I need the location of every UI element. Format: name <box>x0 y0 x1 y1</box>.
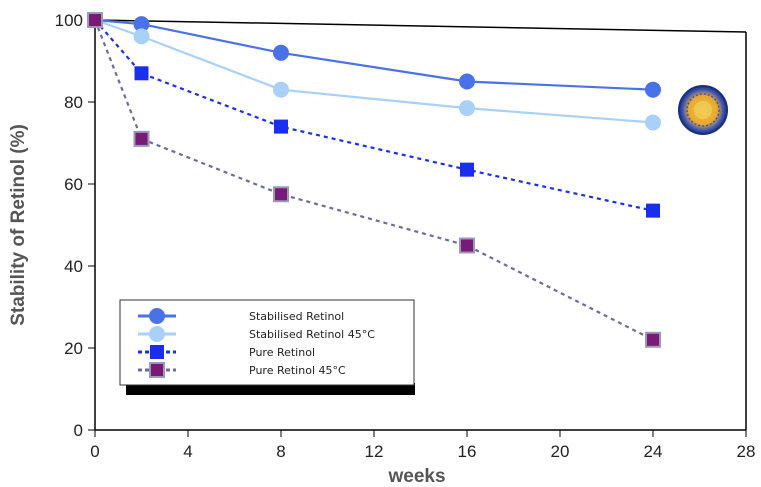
data-point <box>133 130 150 147</box>
legend-marker <box>149 362 165 378</box>
legend-entry: Stabilised Retinol 45°C <box>138 326 375 342</box>
data-point <box>459 237 475 254</box>
x-tick-label: 0 <box>90 442 99 461</box>
legend-shadow <box>126 383 415 395</box>
legend-label: Stabilised Retinol 45°C <box>249 328 375 341</box>
data-point <box>459 100 475 117</box>
legend-label: Pure Retinol <box>249 346 315 359</box>
data-point <box>273 44 289 61</box>
data-point <box>134 66 149 81</box>
x-tick-label: 20 <box>551 442 570 461</box>
legend-entry: Stabilised Retinol <box>138 308 344 324</box>
data-point <box>273 186 289 203</box>
series-4 <box>87 12 661 348</box>
data-point <box>133 28 150 45</box>
legend-marker <box>149 326 165 342</box>
legend-marker <box>150 345 164 359</box>
top-border-line <box>94 19 747 33</box>
y-axis: 0 20 40 60 80 100 <box>55 11 95 440</box>
y-tick-label: 20 <box>64 339 83 358</box>
series-line <box>94 18 654 124</box>
x-tick-label: 16 <box>458 442 477 461</box>
data-point <box>645 331 661 348</box>
data-point <box>273 81 289 98</box>
y-tick-label: 60 <box>64 175 83 194</box>
series-line <box>94 19 654 212</box>
x-tick-label: 12 <box>365 442 384 461</box>
x-axis: 0 4 8 12 16 20 24 28 <box>90 430 755 461</box>
legend: Stabilised Retinol Stabilised Retinol 45°… <box>119 299 415 395</box>
data-point <box>274 119 288 134</box>
y-tick-label: 0 <box>74 421 83 440</box>
liposome-sphere-icon <box>678 85 728 135</box>
x-tick-label: 24 <box>644 442 663 461</box>
y-tick-label: 40 <box>64 257 83 276</box>
x-tick-label: 4 <box>183 442 192 461</box>
data-point <box>646 203 660 218</box>
data-point <box>645 81 661 98</box>
x-tick-label: 8 <box>276 442 285 461</box>
data-point <box>133 16 150 33</box>
data-point <box>459 73 475 90</box>
y-tick-label: 80 <box>64 93 83 112</box>
x-tick-label: 28 <box>737 442 756 461</box>
plot-frame <box>94 19 747 431</box>
data-point <box>87 12 103 28</box>
data-point <box>645 114 661 131</box>
legend-label: Pure Retinol 45°C <box>249 364 346 377</box>
data-point <box>460 162 474 177</box>
series-line <box>94 18 654 91</box>
legend-entry: Pure Retinol 45°C <box>138 362 346 378</box>
series-group <box>87 12 661 348</box>
x-axis-title: weeks <box>387 466 445 487</box>
legend-entry: Pure Retinol <box>138 345 315 359</box>
legend-label: Stabilised Retinol <box>249 310 344 323</box>
legend-marker <box>149 308 165 324</box>
y-tick-label: 100 <box>55 11 83 30</box>
y-axis-title: Stability of Retinol (%) <box>8 124 29 326</box>
